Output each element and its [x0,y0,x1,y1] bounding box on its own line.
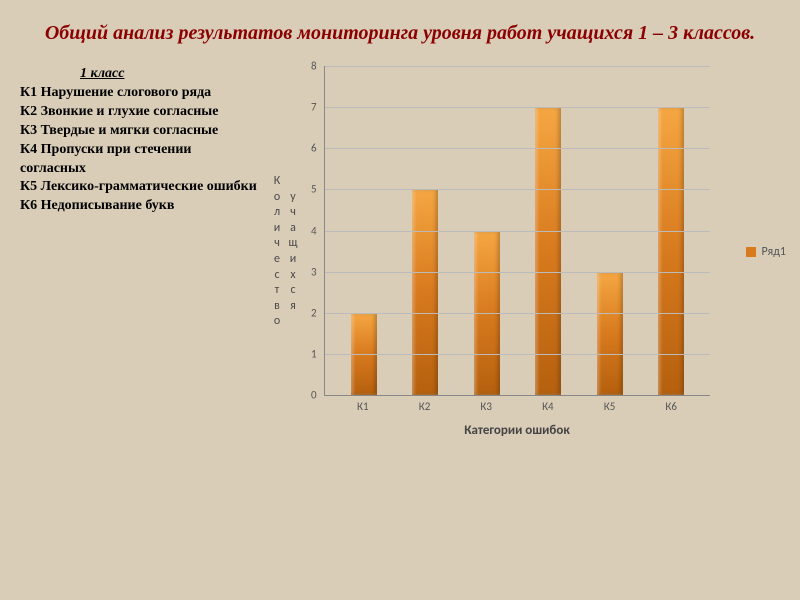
category-descriptions: К1 Нарушение слогового ряда К2 Звонкие и… [20,84,260,216]
gridline [325,313,710,314]
category-desc: К5 Лексико-грамматические ошибки [20,178,260,197]
x-tick: К4 [517,400,579,413]
category-desc: К2 Звонкие и глухие согласные [20,103,260,122]
category-desc: К3 Твердые и мягки согласные [20,122,260,141]
plot: 012345678 [324,66,710,396]
bar [658,107,684,395]
y-axis-label-2: учащихся [286,66,300,438]
gridline [325,148,710,149]
category-desc: К6 Недописывание букв [20,197,260,216]
y-tick: 8 [311,60,317,73]
bar [535,107,561,395]
x-tick: К2 [394,400,456,413]
gridline [325,189,710,190]
y-tick: 7 [311,101,317,114]
legend-swatch [746,247,756,257]
category-legend-panel: 1 класс К1 Нарушение слогового ряда К2 З… [20,66,270,438]
category-desc: К4 Пропуски при стечении согласных [20,141,260,179]
gridline [325,231,710,232]
y-axis-label-1: Количество [270,66,284,438]
bar [412,189,438,395]
y-tick: 6 [311,142,317,155]
gridline [325,66,710,67]
chart-area: Количество учащихся 012345678 К1К2К3К4К5… [270,66,780,438]
plot-wrapper: 012345678 К1К2К3К4К5К6 Категории ошибок … [306,66,780,438]
y-tick: 0 [311,389,317,402]
y-tick: 1 [311,347,317,360]
x-ticks: К1К2К3К4К5К6 [324,396,710,413]
gridline [325,272,710,273]
gridline [325,354,710,355]
gridline [325,107,710,108]
subtitle: 1 класс [80,66,260,82]
content-row: 1 класс К1 Нарушение слогового ряда К2 З… [0,56,800,448]
page-title: Общий анализ результатов мониторинга уро… [0,0,800,56]
x-tick: К5 [579,400,641,413]
y-tick: 3 [311,265,317,278]
x-axis-label: Категории ошибок [324,423,710,438]
x-tick: К3 [455,400,517,413]
x-tick: К1 [332,400,394,413]
category-desc: К1 Нарушение слогового ряда [20,84,260,103]
bar [597,272,623,395]
chart-legend: Ряд1 [746,245,786,259]
x-tick: К6 [640,400,702,413]
y-tick: 5 [311,183,317,196]
y-tick: 2 [311,306,317,319]
y-tick: 4 [311,224,317,237]
legend-label: Ряд1 [761,245,786,259]
